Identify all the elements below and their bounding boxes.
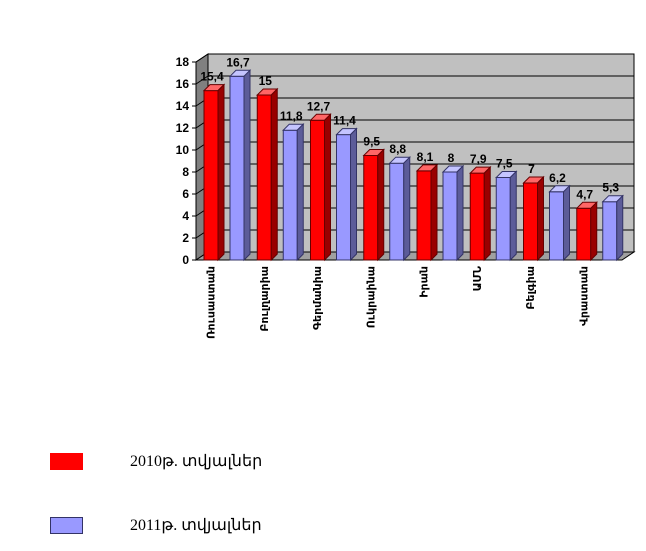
y-tick-label: 4 xyxy=(182,209,189,223)
bar-2010-6 xyxy=(522,175,545,262)
bar-2011-7 xyxy=(601,194,624,262)
y-tick-label: 10 xyxy=(176,143,190,157)
bars xyxy=(202,69,624,262)
bar-side xyxy=(350,127,357,262)
gridline xyxy=(195,75,634,85)
category-label-3: Ուկրաինա xyxy=(364,266,377,328)
data-label-2011-0: 16,7 xyxy=(226,55,250,69)
bar-side xyxy=(537,175,544,262)
y-tick-label: 6 xyxy=(182,187,189,201)
bar-front xyxy=(203,90,219,261)
legend-label-2010: 2010թ. տվյալներ xyxy=(130,453,263,470)
bar-2010-1 xyxy=(256,87,279,262)
bar-2011-0 xyxy=(228,69,252,262)
category-label-6: Բելգիա xyxy=(524,266,537,310)
data-label-2010-1: 15 xyxy=(259,74,273,88)
bar-2010-4 xyxy=(415,163,439,262)
y-tick-label: 12 xyxy=(176,121,190,135)
bar-side xyxy=(563,184,570,262)
category-label-4: Իրան xyxy=(418,266,431,298)
data-label-2011-7: 5,3 xyxy=(602,181,619,195)
bar-front xyxy=(549,191,564,261)
category-label-5: ԱՄՆ xyxy=(471,266,484,292)
chart: 0 2 4 6 8 10 12 14 16 18 15,416,7 15 11,8 12,711,4 9,… xyxy=(176,53,636,339)
data-label-2010-7: 4,7 xyxy=(576,187,593,201)
bar-2011-1 xyxy=(282,122,305,262)
bar-front xyxy=(416,170,432,261)
legend-label-2011: 2011թ. տվյալներ xyxy=(130,517,262,534)
bar-2011-3 xyxy=(388,155,411,262)
bar-side xyxy=(616,194,624,262)
bar-side xyxy=(243,69,251,262)
bar-2011-4 xyxy=(441,164,465,262)
bar-front xyxy=(256,94,272,261)
bar-side xyxy=(509,170,517,262)
category-label-7: Վրաստան xyxy=(577,266,590,326)
data-label-2011-6: 6,2 xyxy=(549,171,566,185)
data-label-2010-4: 8,1 xyxy=(417,150,434,164)
bar-2010-0 xyxy=(202,83,226,262)
category-label-2: Գերմանիա xyxy=(311,266,324,330)
y-tick-label: 14 xyxy=(176,99,190,113)
category-label-1: Բուլղարիա xyxy=(258,266,271,332)
bar-front xyxy=(389,162,405,261)
bar-2010-2 xyxy=(309,113,332,262)
bar-front xyxy=(469,172,485,261)
bar-front xyxy=(495,177,511,261)
bar-front xyxy=(282,129,298,261)
bar-2011-2 xyxy=(335,127,358,262)
bar-front xyxy=(310,119,325,261)
bar-side xyxy=(270,87,278,262)
bar-2010-3 xyxy=(362,148,385,262)
bar-side xyxy=(296,122,304,262)
bar-front xyxy=(336,134,351,261)
legend-swatch-2010 xyxy=(50,453,83,470)
bar-front xyxy=(602,201,618,261)
legend-item-2011: 2011թ. տվյալներ xyxy=(50,517,262,534)
data-label-2011-3: 8,8 xyxy=(389,142,406,156)
data-label-2010-2: 12,7 xyxy=(307,99,331,113)
y-tick-label: 8 xyxy=(182,165,189,179)
y-tick-label: 16 xyxy=(176,77,190,91)
y-tick-label: 18 xyxy=(176,55,190,69)
bar-front xyxy=(229,75,245,261)
legend-swatch-2011 xyxy=(50,517,83,534)
gridline xyxy=(195,53,634,63)
bar-side xyxy=(430,163,438,262)
category-labels: Ռուսաստան Բուլղարիա Գերմանիա Ուկրաինա Իրան ԱՄ… xyxy=(205,266,591,339)
bar-side xyxy=(483,165,491,262)
bar-2011-5 xyxy=(495,170,518,262)
bar-front xyxy=(523,182,538,261)
data-labels: 15,416,7 15 11,8 12,711,4 9,5 8,8 8,1 8 7,9 7,5 76… xyxy=(200,55,619,201)
y-tick-label: 2 xyxy=(182,231,189,245)
data-label-2010-6: 7 xyxy=(528,162,535,176)
data-label-2011-1: 11,8 xyxy=(280,109,303,123)
bar-side xyxy=(217,83,225,262)
bar-side xyxy=(590,201,598,262)
data-label-2011-5: 7,5 xyxy=(496,157,513,171)
bar-side xyxy=(403,155,411,262)
data-label-2010-0: 15,4 xyxy=(200,70,224,84)
data-label-2011-2: 11,4 xyxy=(333,114,356,128)
bar-2010-7 xyxy=(575,201,598,262)
bar-2011-6 xyxy=(548,184,571,262)
bar-2010-5 xyxy=(469,165,492,262)
bar-front xyxy=(576,207,592,261)
y-tick-label: 0 xyxy=(182,253,189,267)
bar-side xyxy=(456,164,464,262)
bar-side xyxy=(377,148,385,262)
bar-front xyxy=(442,171,458,261)
bar-front xyxy=(363,155,379,261)
category-label-0: Ռուսաստան xyxy=(205,266,218,339)
legend-item-2010: 2010թ. տվյալներ xyxy=(50,453,262,470)
bar-side xyxy=(324,113,331,262)
data-label-2010-5: 7,9 xyxy=(470,152,487,166)
data-label-2011-4: 8 xyxy=(448,151,455,165)
data-label-2010-3: 9,5 xyxy=(363,135,380,149)
